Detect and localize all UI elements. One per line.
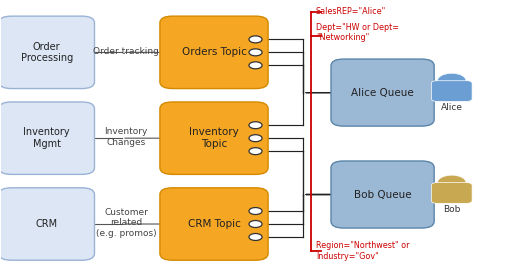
Circle shape bbox=[248, 135, 262, 142]
Text: SalesREP="Alice": SalesREP="Alice" bbox=[315, 7, 385, 16]
FancyBboxPatch shape bbox=[431, 81, 471, 101]
Circle shape bbox=[248, 234, 262, 240]
Text: Customer
related
(e.g. promos): Customer related (e.g. promos) bbox=[95, 208, 156, 238]
FancyBboxPatch shape bbox=[431, 183, 471, 203]
Text: Order tracking: Order tracking bbox=[93, 47, 159, 56]
Circle shape bbox=[436, 73, 465, 89]
Text: Inventory
Changes: Inventory Changes bbox=[105, 127, 147, 147]
FancyBboxPatch shape bbox=[160, 16, 268, 89]
Text: CRM: CRM bbox=[35, 219, 58, 229]
Circle shape bbox=[248, 148, 262, 155]
Text: Alice Queue: Alice Queue bbox=[350, 88, 413, 98]
FancyBboxPatch shape bbox=[0, 16, 94, 89]
Text: Region="Northwest" or
Industry="Gov": Region="Northwest" or Industry="Gov" bbox=[315, 241, 409, 260]
Circle shape bbox=[248, 62, 262, 69]
Text: Dept="HW or Dept=
"Networking": Dept="HW or Dept= "Networking" bbox=[315, 22, 398, 42]
Circle shape bbox=[248, 208, 262, 215]
Text: CRM Topic: CRM Topic bbox=[187, 219, 240, 229]
FancyBboxPatch shape bbox=[0, 188, 94, 260]
Circle shape bbox=[248, 221, 262, 227]
FancyBboxPatch shape bbox=[0, 102, 94, 175]
Text: Bob Queue: Bob Queue bbox=[353, 189, 411, 199]
Text: Order
Processing: Order Processing bbox=[21, 41, 73, 63]
FancyBboxPatch shape bbox=[160, 188, 268, 260]
Text: Alice: Alice bbox=[440, 103, 462, 112]
FancyBboxPatch shape bbox=[330, 59, 433, 126]
Text: Orders Topic: Orders Topic bbox=[181, 47, 246, 57]
Circle shape bbox=[248, 36, 262, 43]
Text: Bob: Bob bbox=[442, 205, 460, 214]
Text: Inventory
Mgmt: Inventory Mgmt bbox=[23, 127, 70, 149]
Circle shape bbox=[436, 175, 465, 191]
Text: Inventory
Topic: Inventory Topic bbox=[189, 127, 238, 149]
FancyBboxPatch shape bbox=[330, 161, 433, 228]
Circle shape bbox=[248, 122, 262, 129]
FancyBboxPatch shape bbox=[160, 102, 268, 175]
Circle shape bbox=[248, 49, 262, 56]
